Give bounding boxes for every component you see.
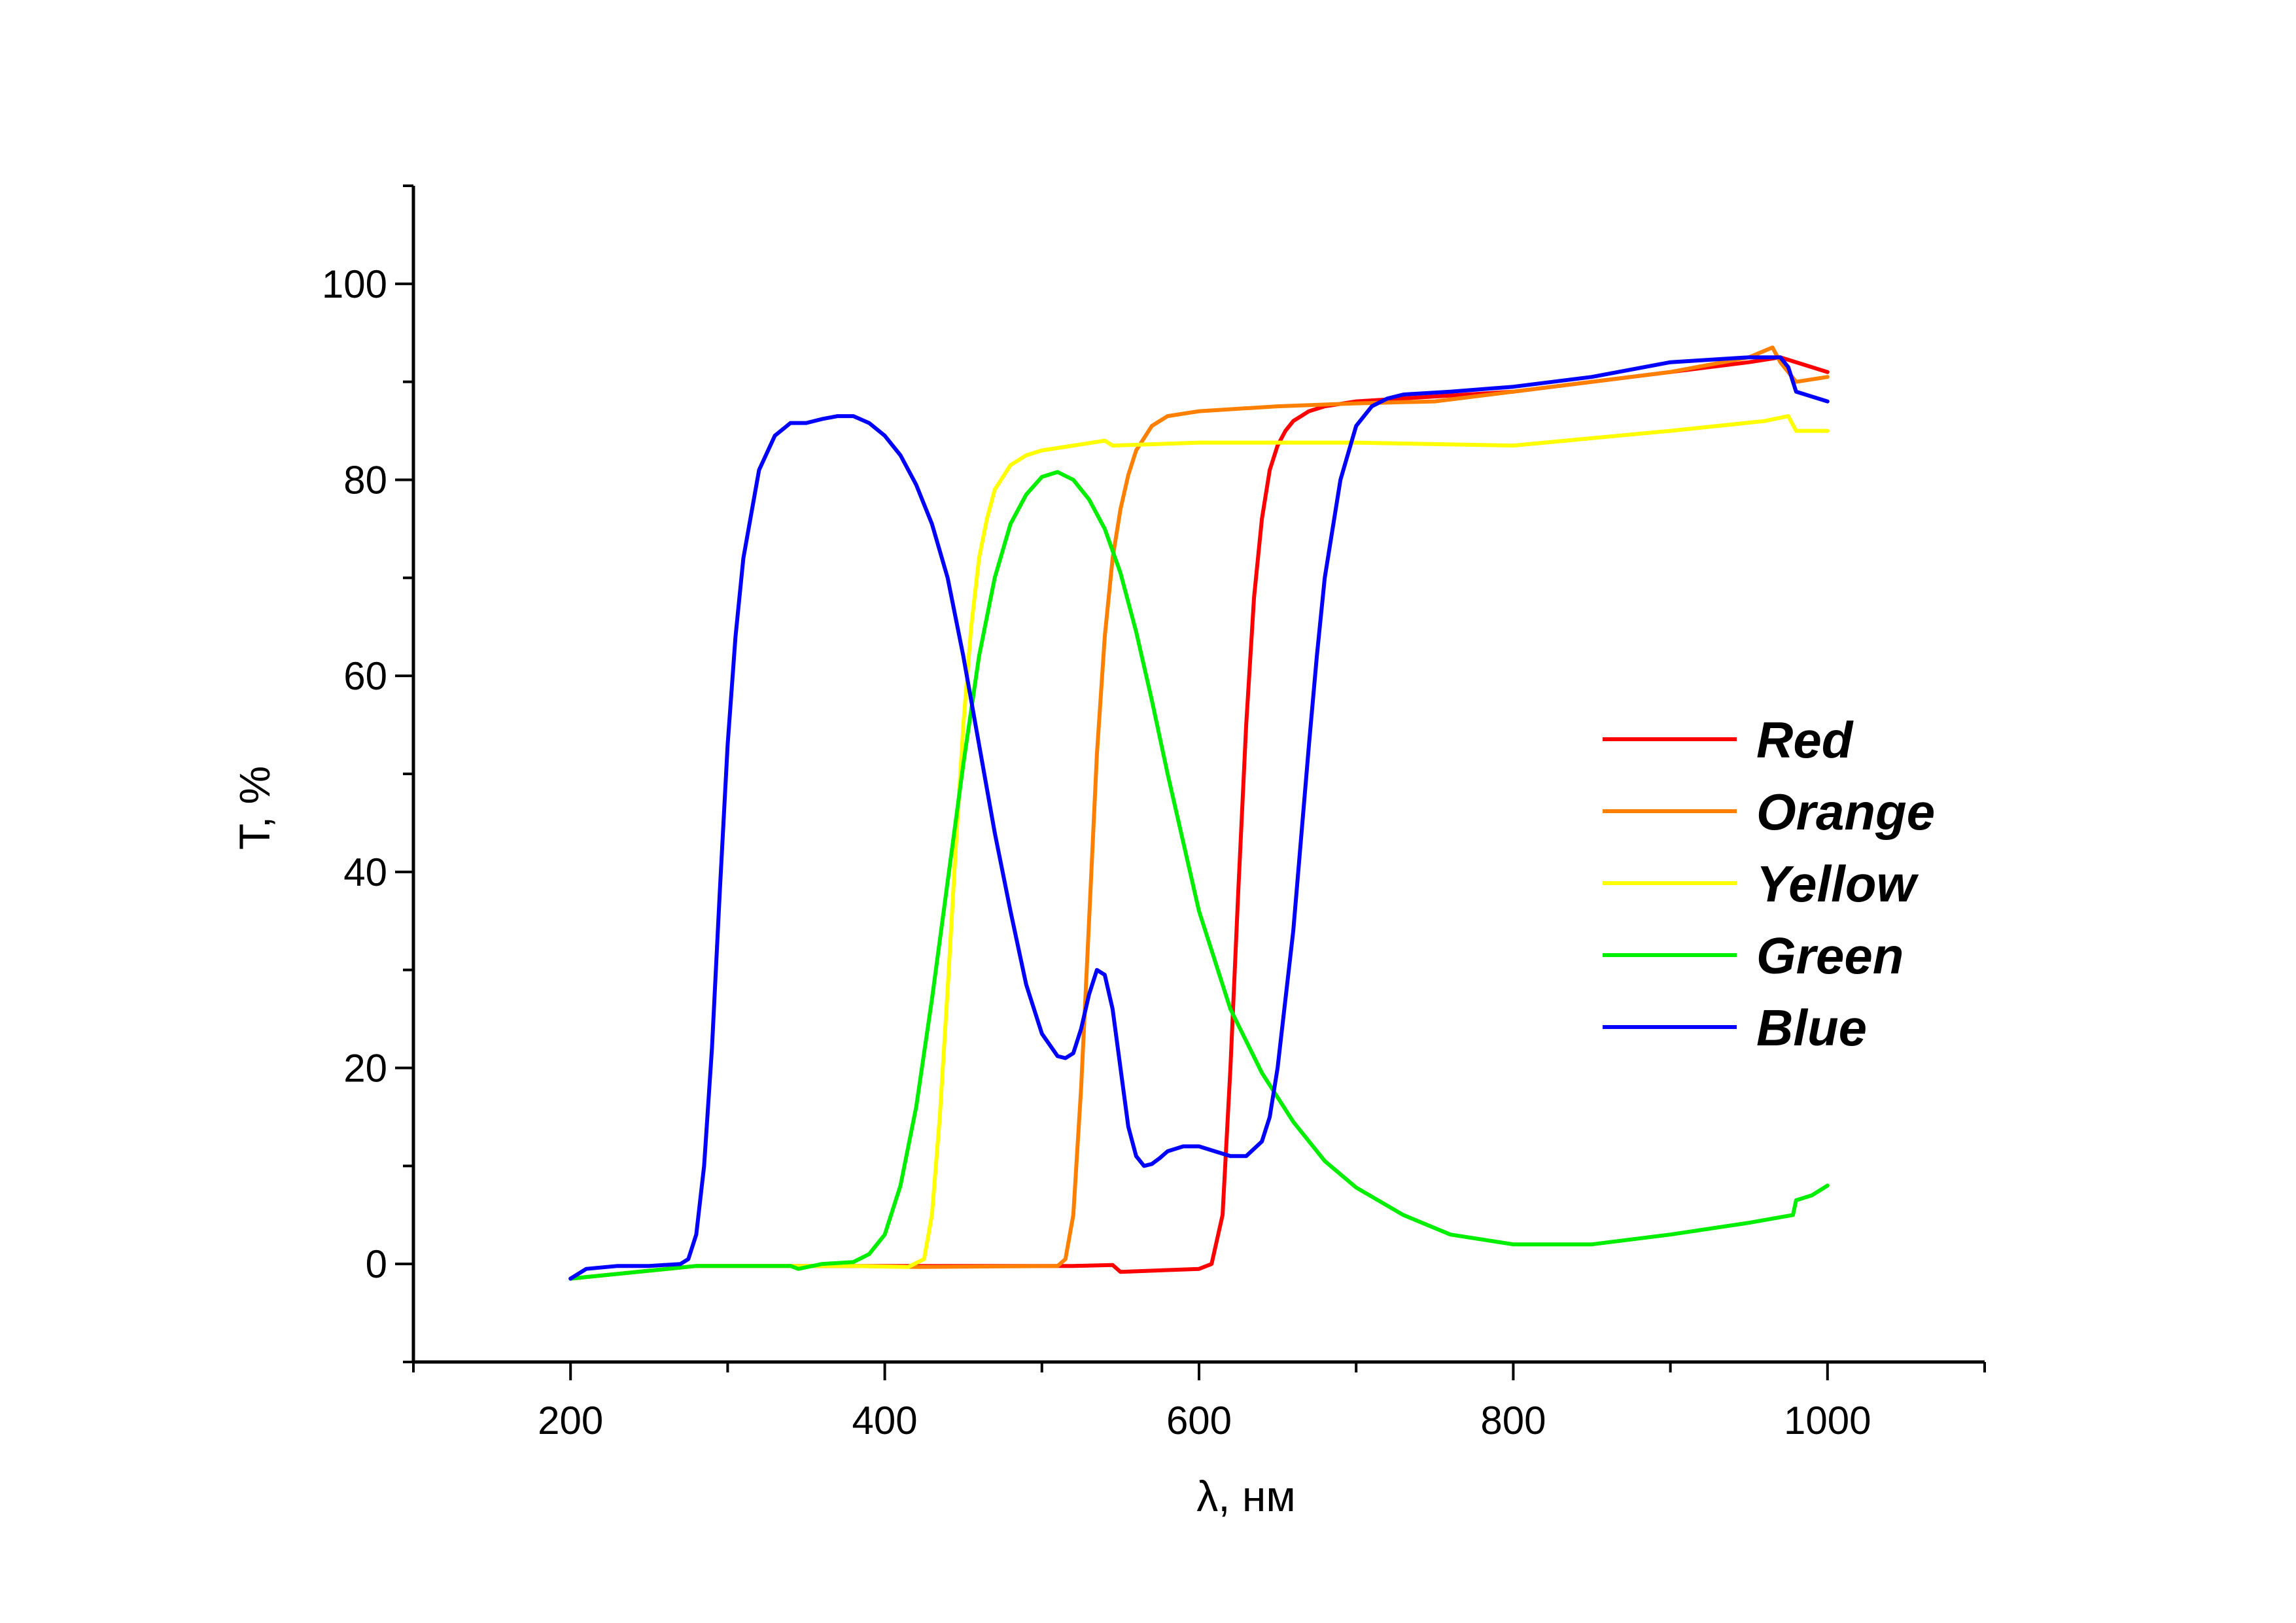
y-tick-label: 100 xyxy=(322,262,387,306)
y-tick-label: 80 xyxy=(343,459,387,502)
tick-labels: 200 400 600 800 1000 0 20 40 60 80 100 xyxy=(322,262,1871,1442)
y-tick-label: 0 xyxy=(366,1242,387,1286)
legend-label-green: Green xyxy=(1756,927,1904,985)
x-tick-label: 400 xyxy=(852,1399,918,1442)
x-tick-label: 600 xyxy=(1166,1399,1232,1442)
series-line-orange xyxy=(568,345,1830,1281)
series-line-green xyxy=(568,470,1830,1281)
x-tick-label: 800 xyxy=(1480,1399,1546,1442)
legend-label-red: Red xyxy=(1756,711,1854,769)
legend-label-orange: Orange xyxy=(1756,783,1935,841)
series-line-yellow xyxy=(568,414,1830,1281)
y-axis-title: T, % xyxy=(230,766,279,850)
legend: Red Orange Yellow Green Blue xyxy=(1603,711,1935,1056)
plot-lines xyxy=(568,345,1830,1281)
series-line-blue xyxy=(568,355,1830,1281)
x-axis-title: λ, нм xyxy=(1196,1472,1296,1520)
x-tick-label: 1000 xyxy=(1784,1399,1871,1442)
legend-label-yellow: Yellow xyxy=(1756,855,1919,913)
y-tick-label: 60 xyxy=(343,654,387,698)
x-tick-label: 200 xyxy=(538,1399,603,1442)
y-tick-label: 20 xyxy=(343,1047,387,1091)
series-line-red xyxy=(568,355,1830,1281)
axes xyxy=(395,184,1986,1380)
y-tick-label: 40 xyxy=(343,850,387,894)
legend-label-blue: Blue xyxy=(1756,999,1867,1056)
